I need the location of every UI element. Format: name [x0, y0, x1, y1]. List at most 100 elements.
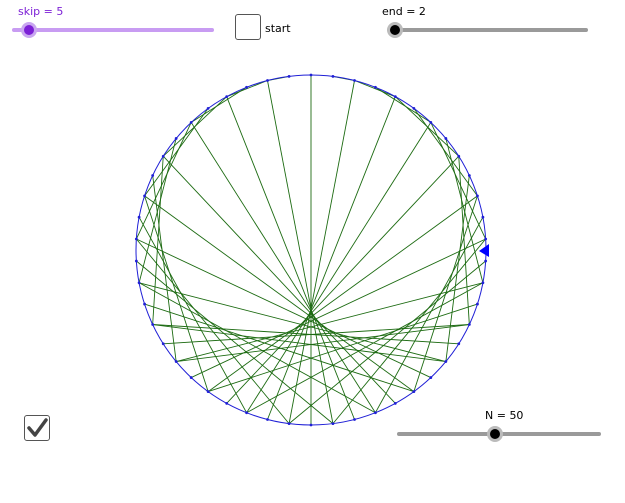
- circle-point: [412, 390, 416, 393]
- chord-line: [152, 324, 459, 345]
- chord-line: [136, 238, 290, 424]
- circle-point: [467, 323, 471, 326]
- chord-line: [375, 216, 484, 413]
- circle-point: [412, 107, 416, 110]
- circle-point: [189, 376, 193, 379]
- circle-point: [393, 95, 397, 99]
- circle-point: [393, 401, 397, 405]
- circle-point: [481, 281, 485, 285]
- circle-point: [206, 390, 210, 393]
- circle-point: [429, 121, 433, 124]
- circle-point: [174, 137, 178, 140]
- circle-point: [206, 107, 210, 110]
- direction-arrow-icon[interactable]: [479, 244, 489, 257]
- circle-point: [374, 85, 377, 89]
- n-slider-handle[interactable]: [487, 426, 503, 442]
- chord-line: [138, 138, 177, 283]
- circle-point: [481, 215, 485, 219]
- circle-point: [151, 323, 155, 326]
- circle-point: [331, 74, 335, 78]
- chord-line: [413, 108, 478, 197]
- chord-line: [226, 155, 460, 404]
- chord-line: [413, 195, 478, 392]
- circle-point: [287, 422, 291, 426]
- checkmark-icon: [27, 418, 48, 437]
- circle-point: [467, 174, 471, 177]
- chord-line: [191, 238, 486, 378]
- chord-line: [332, 238, 486, 424]
- skip-slider-track[interactable]: [12, 28, 214, 32]
- chord-line: [136, 238, 431, 378]
- circle-point: [444, 137, 448, 140]
- circle-point: [484, 259, 488, 263]
- start-checkbox[interactable]: [235, 14, 261, 40]
- circle-point: [137, 215, 141, 219]
- chord-line: [135, 122, 192, 240]
- chord-line: [144, 108, 209, 197]
- circle-point: [143, 302, 146, 306]
- chord-line: [138, 282, 446, 362]
- chord-line: [207, 195, 478, 392]
- chord-line: [445, 175, 470, 362]
- circle-point: [151, 174, 155, 177]
- circle-point: [429, 376, 433, 379]
- circle-point: [225, 95, 229, 99]
- circle-point: [457, 154, 461, 158]
- chord-line: [246, 122, 432, 413]
- circle-point: [174, 360, 178, 363]
- start-checkbox-label: start: [265, 22, 291, 35]
- circle-point: [245, 85, 248, 89]
- circle-point: [309, 423, 313, 427]
- circle-point: [331, 422, 335, 426]
- circle-point: [134, 259, 138, 263]
- circle-point: [143, 194, 146, 198]
- circle-point: [476, 194, 479, 198]
- circle-point: [374, 411, 377, 415]
- chord-line: [208, 303, 478, 393]
- circle-point: [457, 342, 461, 346]
- chord-line: [152, 175, 177, 362]
- chord-line: [138, 216, 247, 413]
- circle-point: [476, 302, 479, 306]
- circle-point: [134, 237, 138, 241]
- chord-lines: [135, 75, 487, 425]
- circle-point: [353, 79, 356, 82]
- circle-point: [245, 411, 248, 415]
- circle-point: [444, 360, 448, 363]
- show-checkbox[interactable]: [24, 415, 50, 441]
- end-slider-handle[interactable]: [387, 22, 403, 38]
- chord-line: [152, 156, 164, 325]
- n-slider-label: N = 50: [485, 409, 524, 422]
- skip-slider-handle[interactable]: [21, 22, 37, 38]
- circle-point: [309, 73, 313, 77]
- circle-points: [134, 73, 488, 427]
- chord-line: [176, 282, 484, 362]
- chord-line: [190, 122, 376, 413]
- circle-point: [266, 79, 269, 82]
- chord-line: [190, 86, 247, 123]
- chord-line: [288, 80, 355, 424]
- circle-point: [353, 418, 356, 421]
- chord-line: [445, 138, 484, 283]
- circle-point: [484, 237, 488, 241]
- circle-point: [225, 401, 229, 405]
- chord-line: [375, 86, 432, 123]
- circle-point: [189, 121, 193, 124]
- chord-line: [144, 195, 415, 392]
- circle-point: [161, 342, 165, 346]
- chord-line: [430, 122, 487, 240]
- chord-line: [267, 80, 334, 424]
- end-slider-label: end = 2: [382, 5, 426, 18]
- circle-point: [287, 74, 291, 78]
- chord-line: [136, 260, 334, 424]
- chord-line: [226, 96, 355, 420]
- circle-point: [161, 154, 165, 158]
- skip-slider-label: skip = 5: [18, 5, 64, 18]
- end-slider-track[interactable]: [387, 28, 588, 32]
- chord-line: [138, 282, 376, 414]
- chord-line: [458, 156, 470, 325]
- chord-line: [288, 260, 486, 424]
- chord-line: [246, 282, 484, 414]
- circle-point: [137, 281, 141, 285]
